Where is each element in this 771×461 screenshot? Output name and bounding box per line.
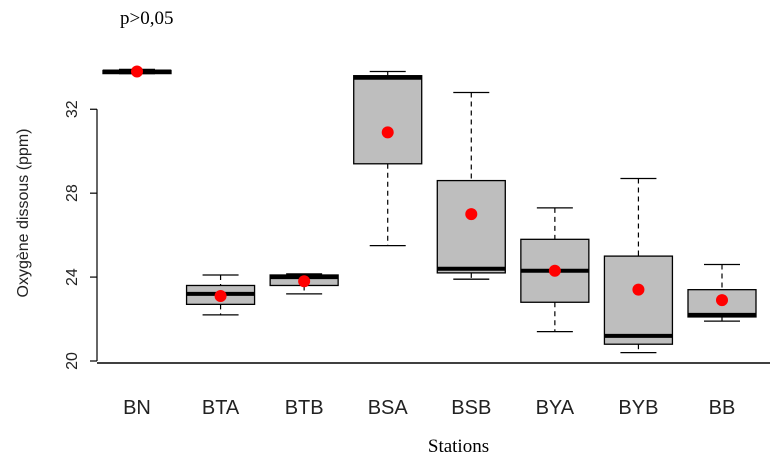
box-btb [269,273,339,295]
x-axis-category-labels: BN BTA BTB BSA BSB BYA BYB BB [123,397,735,419]
box-bb [687,263,757,322]
box-bn [102,65,172,78]
boxplot-series [102,65,757,354]
y-tick-label: 20 [64,352,81,370]
box-byb [603,177,674,354]
x-tick-label-byb: BYB [618,397,658,419]
y-tick-label: 32 [64,100,81,118]
y-axis-title: Oxygène dissous (ppm) [15,129,32,298]
mean-point [548,264,561,277]
x-tick-label-bya: BYA [536,397,575,419]
mean-point [131,65,143,78]
box-bsb [436,91,506,280]
mean-point [632,283,645,296]
mean-point [716,294,728,307]
iqr-box [436,179,506,274]
iqr-box [353,75,423,165]
x-tick-label-bta: BTA [202,397,240,419]
x-tick-label-bn: BN [123,397,151,419]
y-tick-label: 28 [64,184,81,202]
x-tick-label-bsb: BSB [451,397,491,419]
box-bsa [353,70,423,247]
y-tick-label: 24 [64,268,81,286]
x-tick-label-bsa: BSA [368,397,409,419]
x-axis-title: Stations [427,436,490,457]
box-bya [520,207,590,333]
x-tick-label-bb: BB [709,397,736,419]
mean-point [214,289,227,302]
mean-point [298,275,311,288]
significance-annotation: p>0,05 [120,8,174,29]
x-tick-label-btb: BTB [285,397,324,419]
y-axis: 20 24 28 32 [64,100,770,370]
iqr-box [603,255,674,345]
mean-point [465,208,478,221]
box-bta [185,274,256,316]
mean-point [381,126,394,139]
